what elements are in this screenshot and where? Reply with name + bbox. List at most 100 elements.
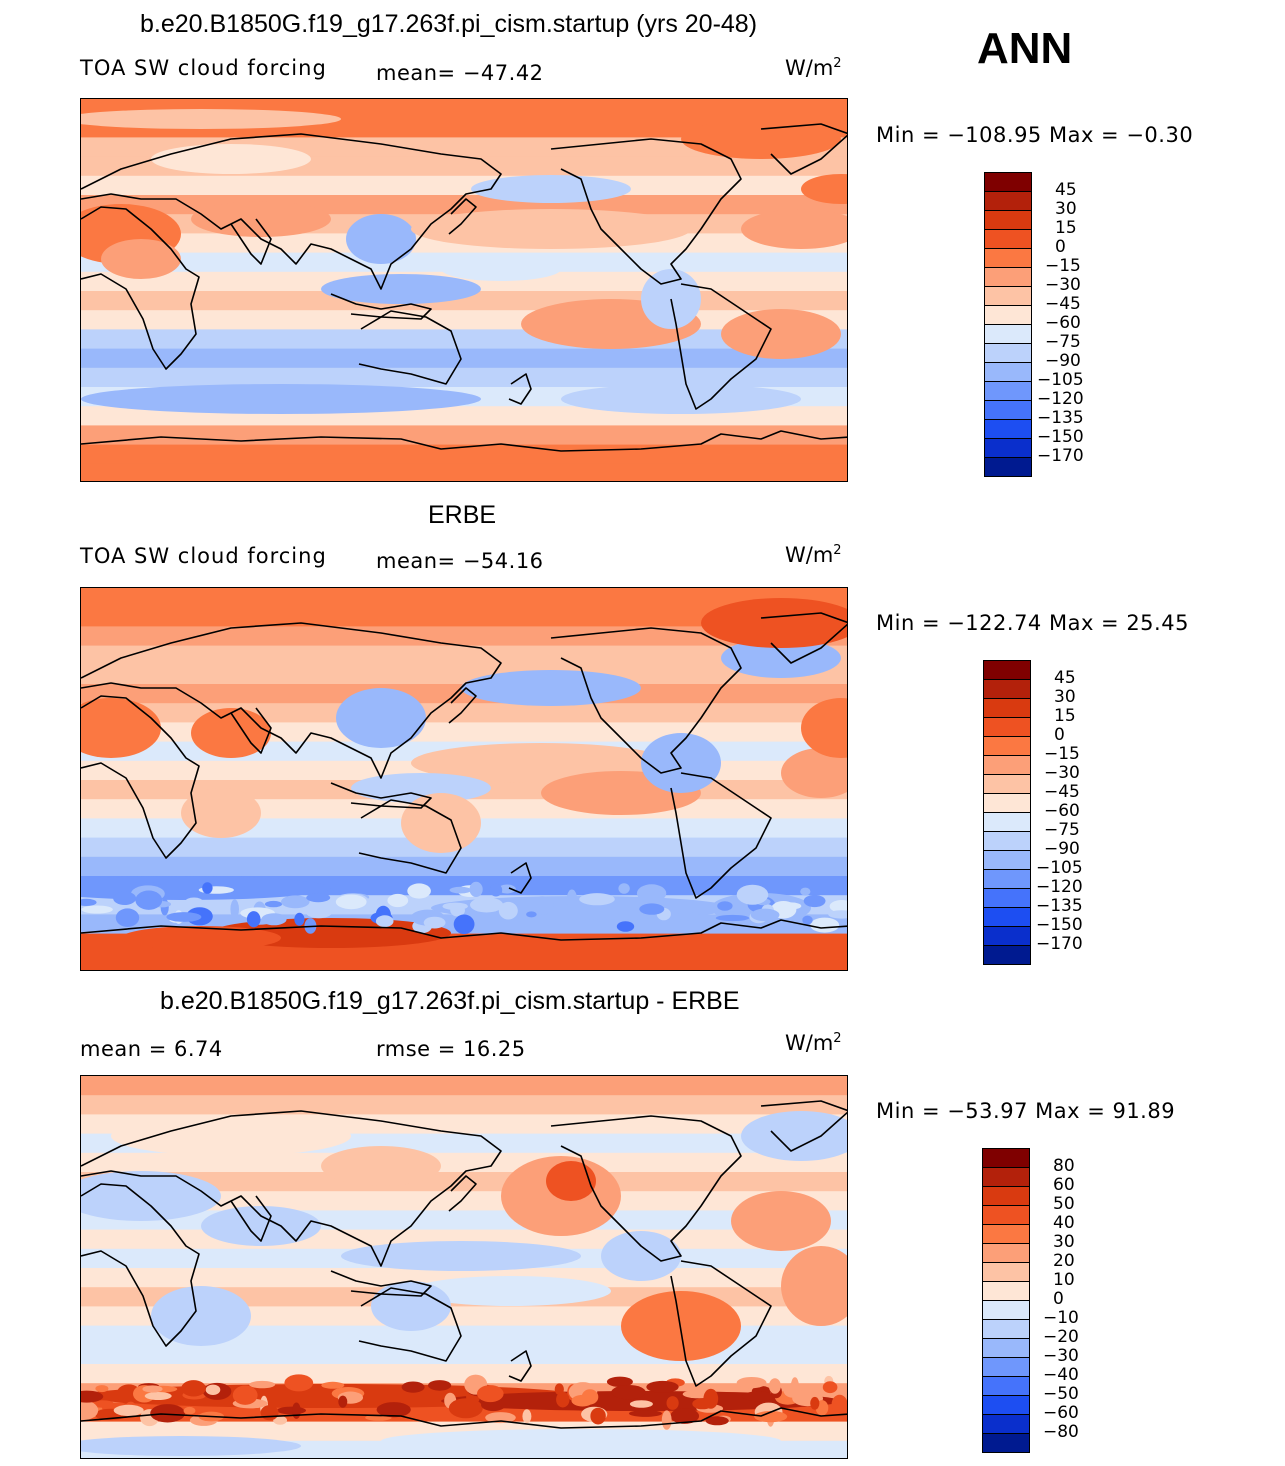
colorbar-tick-label: −15 <box>1044 744 1080 764</box>
field-anomaly <box>95 1385 109 1393</box>
colorbar-tick-label: 15 <box>1055 218 1077 238</box>
field-anomaly <box>470 897 504 913</box>
field-anomaly <box>590 1407 606 1425</box>
colorbar-swatch <box>984 718 1030 737</box>
field-anomaly <box>335 894 367 910</box>
field-anomaly <box>121 926 281 950</box>
field-anomaly <box>284 1374 314 1392</box>
field-band <box>81 1095 847 1116</box>
field-anomaly <box>249 1380 276 1389</box>
field-band <box>81 1364 847 1385</box>
coastline <box>550 1115 742 1262</box>
coastline <box>508 373 532 405</box>
field-anomaly <box>566 889 577 908</box>
coastline <box>81 919 847 941</box>
field-anomaly <box>822 1381 838 1394</box>
field-anomaly <box>828 910 847 919</box>
colorbar-tick-label: −105 <box>1037 370 1084 390</box>
field-anomaly <box>336 688 426 748</box>
field-anomaly <box>469 881 483 897</box>
field-anomaly <box>611 1385 646 1400</box>
coastline <box>230 218 272 265</box>
field-anomaly <box>273 1415 287 1425</box>
colorbar-tick-label: 0 <box>1053 1289 1064 1309</box>
field-anomaly <box>670 1408 700 1424</box>
field-anomaly <box>264 900 283 908</box>
panel1-mean: mean= −47.42 <box>376 61 544 85</box>
colorbar-swatch <box>985 287 1031 306</box>
colorbar-swatch <box>985 230 1031 249</box>
colorbar-swatch <box>983 1415 1029 1434</box>
field-anomaly <box>151 1286 251 1346</box>
field-anomaly <box>530 896 554 915</box>
field-anomaly <box>641 733 721 793</box>
field-band <box>81 607 847 628</box>
colorbar-tick-label: 30 <box>1055 199 1077 219</box>
colorbar-swatch <box>984 794 1030 813</box>
field-anomaly <box>101 239 181 279</box>
field-anomaly <box>579 893 615 906</box>
colorbar-swatch <box>983 1149 1029 1168</box>
panel3-title: b.e20.B1850G.f19_g17.263f.pi_cism.startu… <box>160 987 740 1015</box>
coastline <box>81 430 847 452</box>
colorbar-tick-label: −75 <box>1044 820 1080 840</box>
field-anomaly <box>636 884 667 903</box>
field-anomaly <box>185 897 203 905</box>
field-band <box>81 684 847 705</box>
panel3-rmse: rmse = 16.25 <box>376 1037 526 1061</box>
field-anomaly <box>183 1406 196 1415</box>
colorbar-swatch <box>984 680 1030 699</box>
field-anomaly <box>731 1191 831 1251</box>
field-anomaly <box>321 274 481 304</box>
panel1-units: W/m2 <box>785 56 842 80</box>
field-anomaly <box>81 898 97 906</box>
colorbar-tick-label: 60 <box>1053 1175 1075 1195</box>
field-band <box>81 1172 847 1193</box>
field-anomaly <box>750 908 780 922</box>
colorbar-tick-label: −15 <box>1045 256 1081 276</box>
field-anomaly <box>628 1410 663 1417</box>
coastline <box>670 1260 772 1387</box>
colorbar-tick-label: 80 <box>1053 1156 1075 1176</box>
colorbar-swatch <box>985 249 1031 268</box>
colorbar-swatch <box>984 775 1030 794</box>
field-anomaly <box>411 1276 611 1306</box>
coastline <box>358 1287 462 1362</box>
field-anomaly <box>646 1380 679 1393</box>
colorbar-tick-label: 20 <box>1053 1251 1075 1271</box>
field-anomaly <box>81 1400 99 1421</box>
colorbar-swatch <box>983 1225 1029 1244</box>
field-anomaly <box>371 1281 451 1331</box>
field-anomaly <box>639 903 665 915</box>
colorbar-swatch <box>985 382 1031 401</box>
field-anomaly <box>232 1385 258 1405</box>
field-anomaly <box>144 1392 172 1400</box>
field-anomaly <box>498 901 518 920</box>
field-anomaly <box>423 916 446 929</box>
coastline <box>330 293 432 320</box>
coastline <box>670 283 772 410</box>
field-anomaly <box>191 201 331 237</box>
field-anomaly <box>831 1394 847 1414</box>
field-anomaly <box>736 1377 767 1389</box>
season-label: ANN <box>977 24 1073 73</box>
field-anomaly <box>442 902 468 910</box>
colorbar-swatch <box>985 363 1031 382</box>
field-anomaly <box>781 1246 847 1326</box>
field-band <box>81 463 847 481</box>
colorbar-swatch <box>983 1396 1029 1415</box>
colorbar-tick-label: −45 <box>1045 294 1081 314</box>
colorbar-tick-label: 0 <box>1055 237 1066 257</box>
field-anomaly <box>715 914 750 922</box>
field-anomaly <box>701 598 847 648</box>
colorbar-swatch <box>983 1320 1029 1339</box>
field-anomaly <box>338 1395 348 1408</box>
colorbar-tick-label: 0 <box>1054 725 1065 745</box>
field-band <box>81 195 847 216</box>
field-anomaly <box>810 1396 820 1410</box>
coastline <box>550 138 742 285</box>
colorbar-tick-label: −150 <box>1037 427 1084 447</box>
coastline <box>670 772 772 899</box>
panel1-colorbar <box>984 172 1032 477</box>
field-anomaly <box>341 1241 581 1271</box>
